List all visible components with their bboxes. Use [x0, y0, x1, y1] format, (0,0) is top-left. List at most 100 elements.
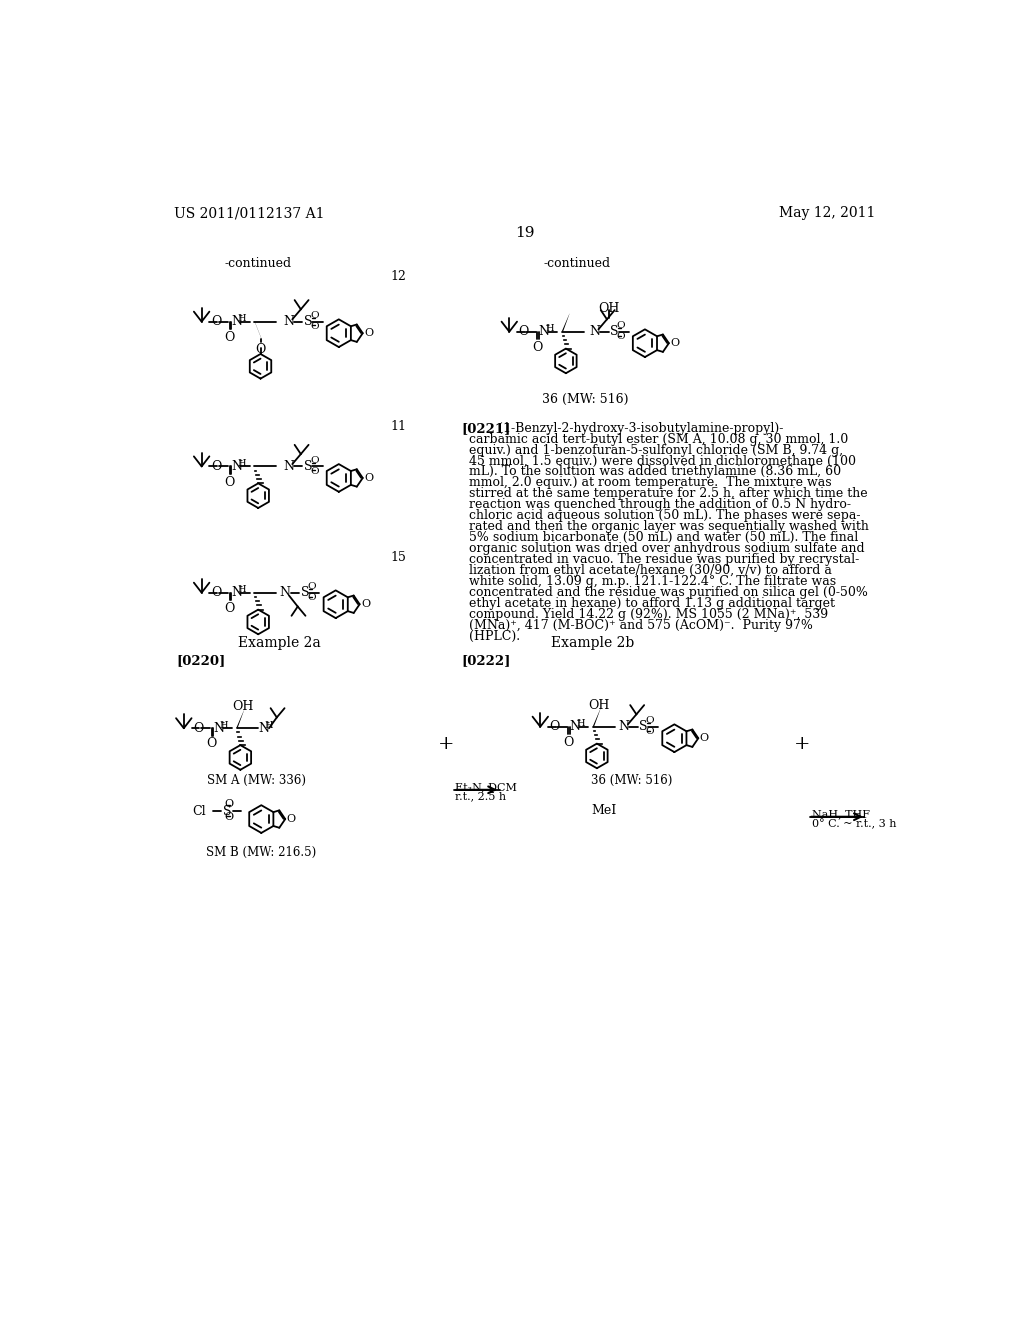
Text: -continued: -continued [224, 257, 292, 271]
Text: N: N [283, 315, 294, 329]
Text: O: O [310, 455, 318, 465]
Text: N: N [283, 459, 294, 473]
Text: O: O [224, 812, 233, 822]
Text: 36 (MW: 516): 36 (MW: 516) [592, 775, 673, 788]
Text: 36 (MW: 516): 36 (MW: 516) [542, 393, 629, 407]
Text: SM A (MW: 336): SM A (MW: 336) [207, 775, 306, 788]
Text: O: O [365, 473, 374, 483]
Text: [0220]: [0220] [176, 655, 225, 668]
Text: O: O [532, 341, 543, 354]
Text: NaH, THF: NaH, THF [812, 809, 869, 818]
Text: 15: 15 [390, 552, 406, 564]
Polygon shape [562, 313, 569, 333]
Text: +: + [437, 735, 454, 752]
Text: stirred at the same temperature for 2.5 h, after which time the: stirred at the same temperature for 2.5 … [469, 487, 867, 500]
Text: S: S [222, 805, 231, 818]
Text: OH: OH [589, 698, 610, 711]
Text: N: N [213, 722, 224, 735]
Text: +: + [794, 735, 811, 752]
Text: Example 2a: Example 2a [238, 636, 321, 649]
Text: 0° C. ~ r.t., 3 h: 0° C. ~ r.t., 3 h [812, 818, 896, 829]
Text: white solid, 13.09 g, m.p. 121.1-122.4° C. The filtrate was: white solid, 13.09 g, m.p. 121.1-122.4° … [469, 574, 837, 587]
Text: [0221]: [0221] [461, 422, 511, 434]
Text: 12: 12 [390, 271, 406, 282]
Text: N: N [231, 586, 242, 599]
Text: H: H [238, 459, 246, 467]
Polygon shape [254, 321, 262, 341]
Text: H: H [575, 719, 585, 729]
Text: mmol, 2.0 equiv.) at room temperature.  The mixture was: mmol, 2.0 equiv.) at room temperature. T… [469, 477, 831, 490]
Text: O: O [361, 599, 371, 610]
Text: O: O [671, 338, 680, 348]
Text: O: O [699, 733, 709, 743]
Text: 45 mmol, 1.5 equiv.) were dissolved in dichloromethane (100: 45 mmol, 1.5 equiv.) were dissolved in d… [469, 454, 856, 467]
Text: US 2011/0112137 A1: US 2011/0112137 A1 [174, 206, 325, 220]
Text: O: O [365, 329, 374, 338]
Text: N: N [569, 721, 581, 733]
Text: O: O [310, 466, 318, 475]
Text: H: H [264, 721, 273, 730]
Text: H: H [545, 325, 554, 333]
Text: O: O [616, 321, 625, 330]
Text: H: H [238, 314, 246, 323]
Text: S: S [301, 586, 309, 599]
Text: O: O [307, 582, 315, 591]
Text: H: H [238, 585, 246, 594]
Text: lization from ethyl acetate/hexane (30/90, v/v) to afford a: lization from ethyl acetate/hexane (30/9… [469, 564, 831, 577]
Text: -continued: -continued [544, 257, 611, 271]
Text: O: O [563, 737, 573, 748]
Text: (MNa)⁺, 417 (M-BOC)⁺ and 575 (AcOM)⁻.  Purity 97%: (MNa)⁺, 417 (M-BOC)⁺ and 575 (AcOM)⁻. Pu… [469, 619, 813, 631]
Text: carbamic acid tert-butyl ester (SM A, 10.08 g, 30 mmol, 1.0: carbamic acid tert-butyl ester (SM A, 10… [469, 433, 848, 446]
Text: O: O [646, 727, 654, 735]
Text: O: O [211, 586, 221, 599]
Text: MeI: MeI [592, 804, 616, 817]
Text: concentrated in vacuo. The residue was purified by recrystal-: concentrated in vacuo. The residue was p… [469, 553, 859, 566]
Text: Cl: Cl [191, 805, 206, 818]
Polygon shape [593, 708, 601, 727]
Text: OH: OH [599, 302, 620, 315]
Text: O: O [616, 331, 625, 341]
Text: O: O [307, 593, 315, 602]
Text: H: H [219, 721, 228, 730]
Text: [0222]: [0222] [461, 655, 511, 668]
Text: N: N [280, 586, 291, 599]
Text: O: O [518, 325, 529, 338]
Text: May 12, 2011: May 12, 2011 [778, 206, 876, 220]
Text: Example 2b: Example 2b [551, 636, 635, 649]
Text: rated and then the organic layer was sequentially washed with: rated and then the organic layer was seq… [469, 520, 869, 533]
Text: organic solution was dried over anhydrous sodium sulfate and: organic solution was dried over anhydrou… [469, 543, 864, 554]
Text: O: O [207, 738, 217, 751]
Text: chloric acid aqueous solution (50 mL). The phases were sepa-: chloric acid aqueous solution (50 mL). T… [469, 510, 860, 523]
Text: N: N [258, 722, 269, 735]
Text: O: O [211, 315, 221, 329]
Text: N: N [231, 315, 242, 329]
Text: O: O [287, 814, 296, 824]
Text: N: N [231, 459, 242, 473]
Text: Et₃N, DCM: Et₃N, DCM [455, 781, 517, 792]
Text: S: S [640, 721, 648, 733]
Polygon shape [237, 710, 245, 729]
Text: equiv.) and 1-benzofuran-5-sulfonyl chloride (SM B, 9.74 g,: equiv.) and 1-benzofuran-5-sulfonyl chlo… [469, 444, 843, 457]
Text: S: S [610, 325, 618, 338]
Text: O: O [646, 715, 654, 725]
Text: O: O [310, 312, 318, 319]
Text: O: O [224, 331, 234, 345]
Text: (1-Benzyl-2-hydroxy-3-isobutylamine-propyl)-: (1-Benzyl-2-hydroxy-3-isobutylamine-prop… [499, 422, 783, 434]
Text: mL). To the solution was added triethylamine (8.36 mL, 60: mL). To the solution was added triethyla… [469, 466, 841, 478]
Text: O: O [211, 459, 221, 473]
Text: 11: 11 [390, 420, 406, 433]
Text: S: S [304, 315, 312, 329]
Text: O: O [224, 602, 234, 615]
Text: ethyl acetate in hexane) to afford 1.13 g additional target: ethyl acetate in hexane) to afford 1.13 … [469, 597, 835, 610]
Text: O: O [310, 322, 318, 331]
Text: (HPLC).: (HPLC). [469, 630, 520, 643]
Text: N: N [618, 721, 630, 733]
Text: O: O [255, 343, 265, 356]
Text: N: N [589, 325, 600, 338]
Text: O: O [224, 800, 233, 809]
Text: OH: OH [232, 700, 253, 713]
Text: O: O [224, 475, 234, 488]
Text: concentrated and the residue was purified on silica gel (0-50%: concentrated and the residue was purifie… [469, 586, 868, 599]
Text: reaction was quenched through the addition of 0.5 N hydro-: reaction was quenched through the additi… [469, 498, 851, 511]
Text: compound. Yield 14.22 g (92%). MS 1055 (2 MNa)⁺, 539: compound. Yield 14.22 g (92%). MS 1055 (… [469, 607, 828, 620]
